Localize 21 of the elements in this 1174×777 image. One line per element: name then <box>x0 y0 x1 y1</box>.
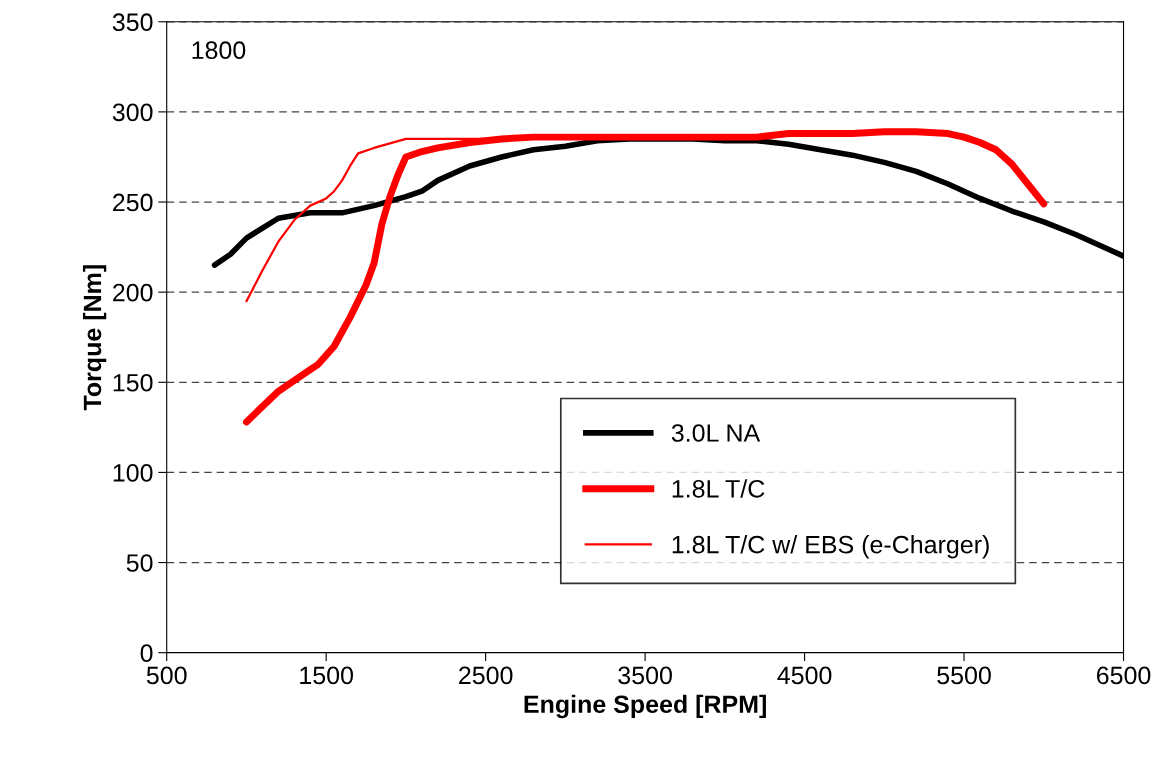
y-tick-label: 200 <box>113 283 153 302</box>
y-tick-label: 150 <box>113 373 153 392</box>
x-tick-label: 2500 <box>459 666 513 685</box>
legend-label: 1.8L T/C <box>672 479 765 498</box>
x-axis-title: Engine Speed [RPM] <box>524 694 766 719</box>
y-tick-label: 0 <box>140 644 153 662</box>
x-tick-label: 3500 <box>618 666 672 685</box>
x-tick-label: 5500 <box>937 666 991 685</box>
x-tick-label: 6500 <box>1096 666 1151 685</box>
y-tick-label: 300 <box>112 103 153 122</box>
y-tick-label: 350 <box>112 13 153 32</box>
x-tick-label: 4500 <box>777 666 832 685</box>
y-tick-label: 250 <box>113 193 153 212</box>
y-axis-title: Torque [Nm] <box>82 265 107 411</box>
legend-label: 3.0L NA <box>671 424 761 442</box>
annotation: 1800 <box>192 41 246 60</box>
x-tick-label: 1500 <box>300 666 354 685</box>
y-tick-label: 100 <box>113 464 153 482</box>
y-tick-label: 50 <box>126 554 153 572</box>
legend-label: 1.8L T/C w/ EBS (e-Charger) <box>672 535 989 559</box>
x-tick-label: 500 <box>146 666 187 685</box>
